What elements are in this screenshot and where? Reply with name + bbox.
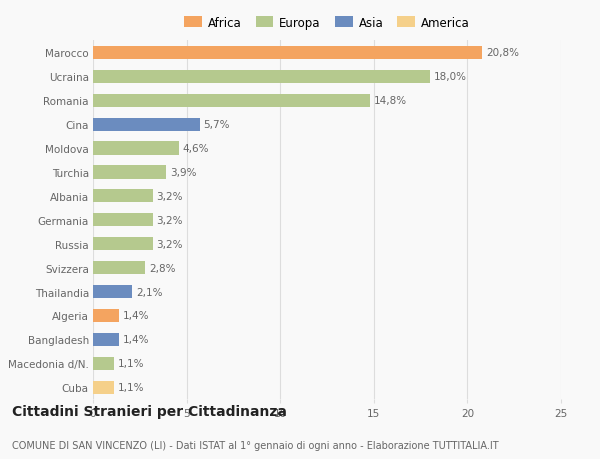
Bar <box>93 118 200 131</box>
Bar <box>93 95 370 107</box>
Text: 3,2%: 3,2% <box>157 191 183 202</box>
Bar <box>93 381 113 394</box>
Bar <box>93 71 430 84</box>
Bar <box>93 333 119 346</box>
Text: 2,1%: 2,1% <box>136 287 163 297</box>
Bar <box>93 214 153 227</box>
Bar <box>93 166 166 179</box>
Text: 4,6%: 4,6% <box>183 144 209 154</box>
Bar <box>93 238 153 251</box>
Text: COMUNE DI SAN VINCENZO (LI) - Dati ISTAT al 1° gennaio di ogni anno - Elaborazio: COMUNE DI SAN VINCENZO (LI) - Dati ISTAT… <box>12 440 499 450</box>
Bar <box>93 309 119 322</box>
Text: 3,2%: 3,2% <box>157 215 183 225</box>
Text: 5,7%: 5,7% <box>203 120 230 130</box>
Text: 18,0%: 18,0% <box>434 72 467 82</box>
Text: 1,1%: 1,1% <box>118 358 144 369</box>
Text: Cittadini Stranieri per Cittadinanza: Cittadini Stranieri per Cittadinanza <box>12 404 287 418</box>
Bar <box>93 285 133 298</box>
Legend: Africa, Europa, Asia, America: Africa, Europa, Asia, America <box>182 14 472 32</box>
Bar <box>93 357 113 370</box>
Text: 3,2%: 3,2% <box>157 239 183 249</box>
Bar <box>93 142 179 155</box>
Bar <box>93 47 482 60</box>
Bar <box>93 190 153 203</box>
Text: 3,9%: 3,9% <box>170 168 196 178</box>
Text: 1,4%: 1,4% <box>123 311 149 321</box>
Bar <box>93 262 145 274</box>
Text: 2,8%: 2,8% <box>149 263 176 273</box>
Text: 20,8%: 20,8% <box>486 48 519 58</box>
Text: 14,8%: 14,8% <box>374 96 407 106</box>
Text: 1,1%: 1,1% <box>118 382 144 392</box>
Text: 1,4%: 1,4% <box>123 335 149 345</box>
